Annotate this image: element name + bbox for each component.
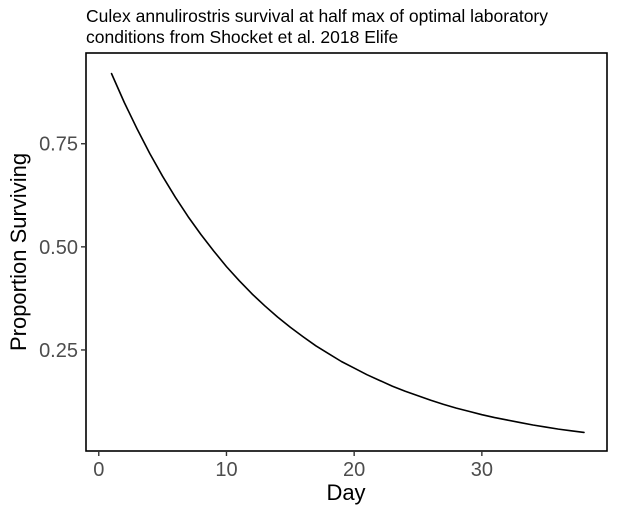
- y-tick-label: 0.25: [39, 340, 78, 362]
- x-tick-label: 0: [93, 459, 104, 481]
- series-group: [110, 72, 585, 434]
- x-axis-title: Day: [326, 480, 365, 505]
- chart-title-line-1: Culex annulirostris survival at half max…: [86, 6, 548, 26]
- y-axis: 0.25 0.50 0.75: [39, 134, 86, 362]
- y-tick-label: 0.50: [39, 237, 78, 259]
- x-tick-label: 20: [343, 459, 365, 481]
- x-tick-label: 30: [471, 459, 493, 481]
- x-tick-label: 10: [215, 459, 237, 481]
- chart-title: Culex annulirostris survival at half max…: [86, 6, 606, 48]
- survival-curve: [110, 72, 585, 434]
- y-tick-label: 0.75: [39, 134, 78, 156]
- x-axis: 0 10 20 30: [93, 451, 493, 481]
- chart-title-line-2: conditions from Shocket et al. 2018 Elif…: [86, 27, 399, 47]
- plot-panel-border: [85, 52, 608, 452]
- y-axis-title: Proportion Surviving: [6, 153, 31, 351]
